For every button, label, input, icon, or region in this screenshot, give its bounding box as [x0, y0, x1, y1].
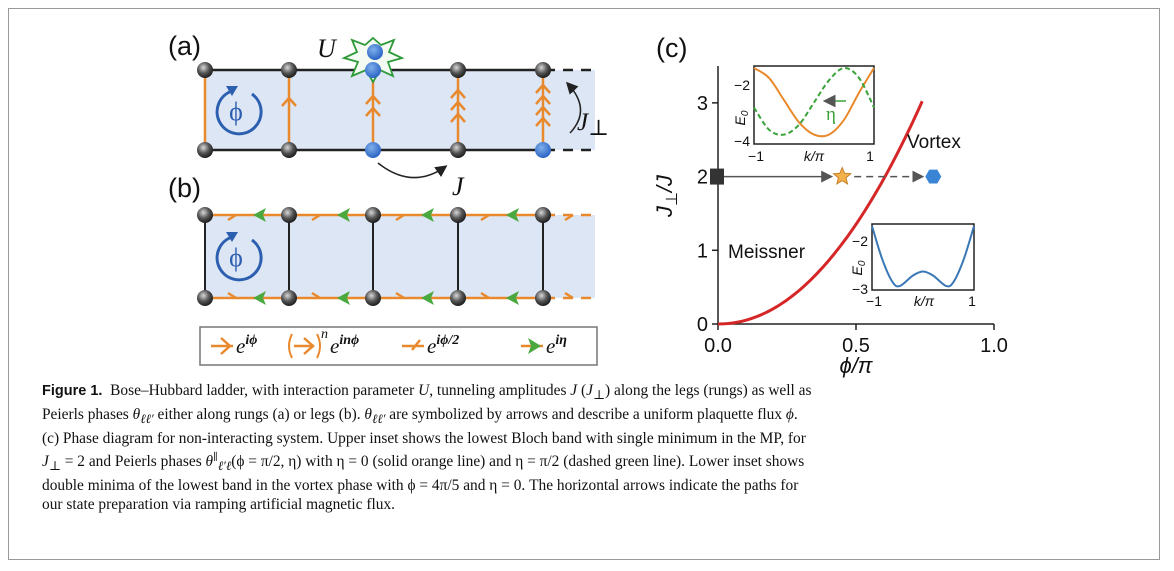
- rung-hopping-label: J⊥: [577, 109, 609, 140]
- phase-boundary-curve: [717, 100, 924, 326]
- panel-b-label: (b): [168, 173, 201, 203]
- meissner-region-label: Meissner: [728, 242, 806, 263]
- caption-figure-label: Figure 1.: [42, 383, 103, 399]
- inset-lower-ytick: −3: [852, 281, 868, 297]
- y-axis-label: J⊥/J: [652, 174, 681, 218]
- inset-upper-orange-curve: [753, 67, 875, 138]
- ladder-b-background: [205, 215, 595, 298]
- rung-hopping-arrow: [565, 81, 582, 134]
- panel-a-label: (a): [168, 31, 201, 61]
- y-tick-label: 1: [697, 240, 708, 262]
- inset-lower-xlabel: k/π: [914, 293, 935, 309]
- inset-upper-green-curve: [753, 66, 875, 136]
- path-star-marker: [832, 166, 853, 185]
- x-axis-label: ϕ/π: [839, 353, 873, 378]
- x-tick-label: 1.0: [980, 335, 1008, 357]
- ladder-a-background: [205, 70, 595, 150]
- boson-particle: [365, 62, 381, 78]
- interaction-burst-icon: [341, 36, 405, 84]
- boson-particle: [367, 44, 383, 60]
- svg-text:eiϕ/2: eiϕ/2: [427, 333, 459, 358]
- flux-symbol-b: ϕ: [229, 243, 243, 272]
- inset-upper-ytick: −4: [734, 133, 750, 149]
- panel-b: (b): [168, 173, 595, 306]
- inset-lower-ytick: −2: [852, 233, 868, 249]
- sites-b: [197, 207, 551, 306]
- svg-text:eiϕ: eiϕ: [236, 333, 257, 358]
- figure-caption: Figure 1. Bose–Hubbard ladder, with inte…: [42, 382, 812, 514]
- leg-hopping-label: J: [452, 172, 465, 201]
- path-start-square: [710, 168, 724, 185]
- y-tick-label: 2: [697, 167, 708, 189]
- sites-a: [197, 62, 551, 158]
- flux-arrowhead-a: [226, 86, 238, 96]
- svg-text:einϕ: einϕ: [330, 333, 359, 358]
- interaction-label-U: U: [317, 34, 338, 63]
- legend-item-rung-phase: eiϕ: [211, 333, 257, 358]
- upper-inset: η −2 −4 E0 −1 1 k/π: [732, 65, 875, 164]
- inset-upper-xlabel: k/π: [804, 148, 825, 164]
- flux-circle-b: [215, 235, 263, 282]
- flux-arrowhead-b: [226, 232, 238, 242]
- figure-graphic: (a) ϕ: [168, 31, 1008, 378]
- panel-a: (a) ϕ: [168, 31, 609, 201]
- inset-upper-ylabel: E0: [732, 110, 751, 125]
- inset-upper-eta-label: η: [826, 104, 836, 125]
- y-tick-label: 0: [697, 314, 708, 336]
- x-tick-label: 0.5: [842, 335, 870, 357]
- legend-item-half-phase: eiϕ/2: [402, 333, 459, 358]
- boson-particle: [365, 142, 381, 158]
- inset-lower-ylabel: E0: [849, 260, 868, 275]
- path-end-hexagon: [925, 169, 942, 184]
- svg-text:eiη: eiη: [546, 333, 567, 358]
- leg-hopping-arrow: [377, 162, 448, 179]
- flux-symbol-a: ϕ: [229, 97, 243, 126]
- boson-particle: [535, 142, 551, 158]
- inset-upper-ytick: −2: [734, 77, 750, 93]
- y-tick-label: 3: [697, 93, 708, 115]
- svg-text:n: n: [321, 327, 328, 342]
- preparation-path: [710, 166, 942, 185]
- panel-c-label: (c): [656, 33, 687, 63]
- axis-ticks: 0.0 0.5 1.0 0 1 2 3: [697, 93, 1008, 357]
- panel-c: (c) 0.0 0.5 1.0 0 1 2 3 J⊥/J ϕ/π Meissner Vort…: [652, 33, 1008, 378]
- inset-lower-blue-curve: [871, 225, 975, 288]
- flux-circle-a: [215, 89, 263, 136]
- legend-item-multi-phase: n einϕ: [288, 327, 359, 359]
- green-arrows-b: [253, 208, 519, 305]
- inset-upper-xtick: −1: [748, 148, 764, 164]
- inset-lower-xtick: −1: [866, 293, 882, 309]
- legend-item-eta-phase: eiη: [521, 333, 567, 358]
- inset-upper-xtick: 1: [866, 148, 874, 164]
- inset-lower-xtick: 1: [968, 293, 976, 309]
- lower-inset: −2 −3 E0 −1 1 k/π: [849, 223, 976, 309]
- rungs-a: [203, 70, 551, 150]
- x-tick-label: 0.0: [704, 335, 732, 357]
- rungs-b: [204, 215, 544, 298]
- vortex-region-label: Vortex: [907, 132, 961, 153]
- phase-legend: eiϕ n einϕ eiϕ/2 eiη: [199, 326, 598, 366]
- half-arrows-b: [227, 213, 574, 300]
